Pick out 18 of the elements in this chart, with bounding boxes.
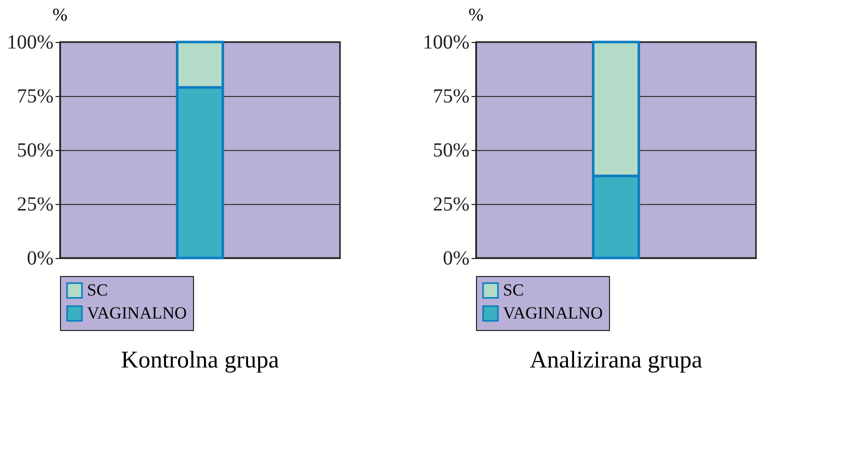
y-tick-label: 0% [26, 248, 54, 270]
text: Kontrolna grupa [121, 348, 280, 374]
y-axis-title: % [468, 4, 484, 24]
y-axis-title: % [52, 4, 68, 24]
y-tick-label: 75% [16, 86, 54, 108]
y-tick-label: 25% [432, 194, 470, 216]
legend-label: SC [87, 280, 108, 300]
y-tick-label: 75% [432, 86, 470, 108]
y-tick-label: 25% [16, 194, 54, 216]
y-tick-label: 100% [422, 32, 470, 54]
y-tick-label: 50% [16, 140, 54, 162]
legend-label: VAGINALNO [503, 304, 603, 322]
y-tick-label: 100% [6, 32, 54, 54]
y-tick-label: 50% [432, 140, 470, 162]
y-tick-label: 0% [442, 248, 470, 270]
legend-label: VAGINALNO [87, 304, 187, 322]
legend-label: SC [503, 280, 524, 300]
text: Analizirana grupa [530, 348, 703, 374]
